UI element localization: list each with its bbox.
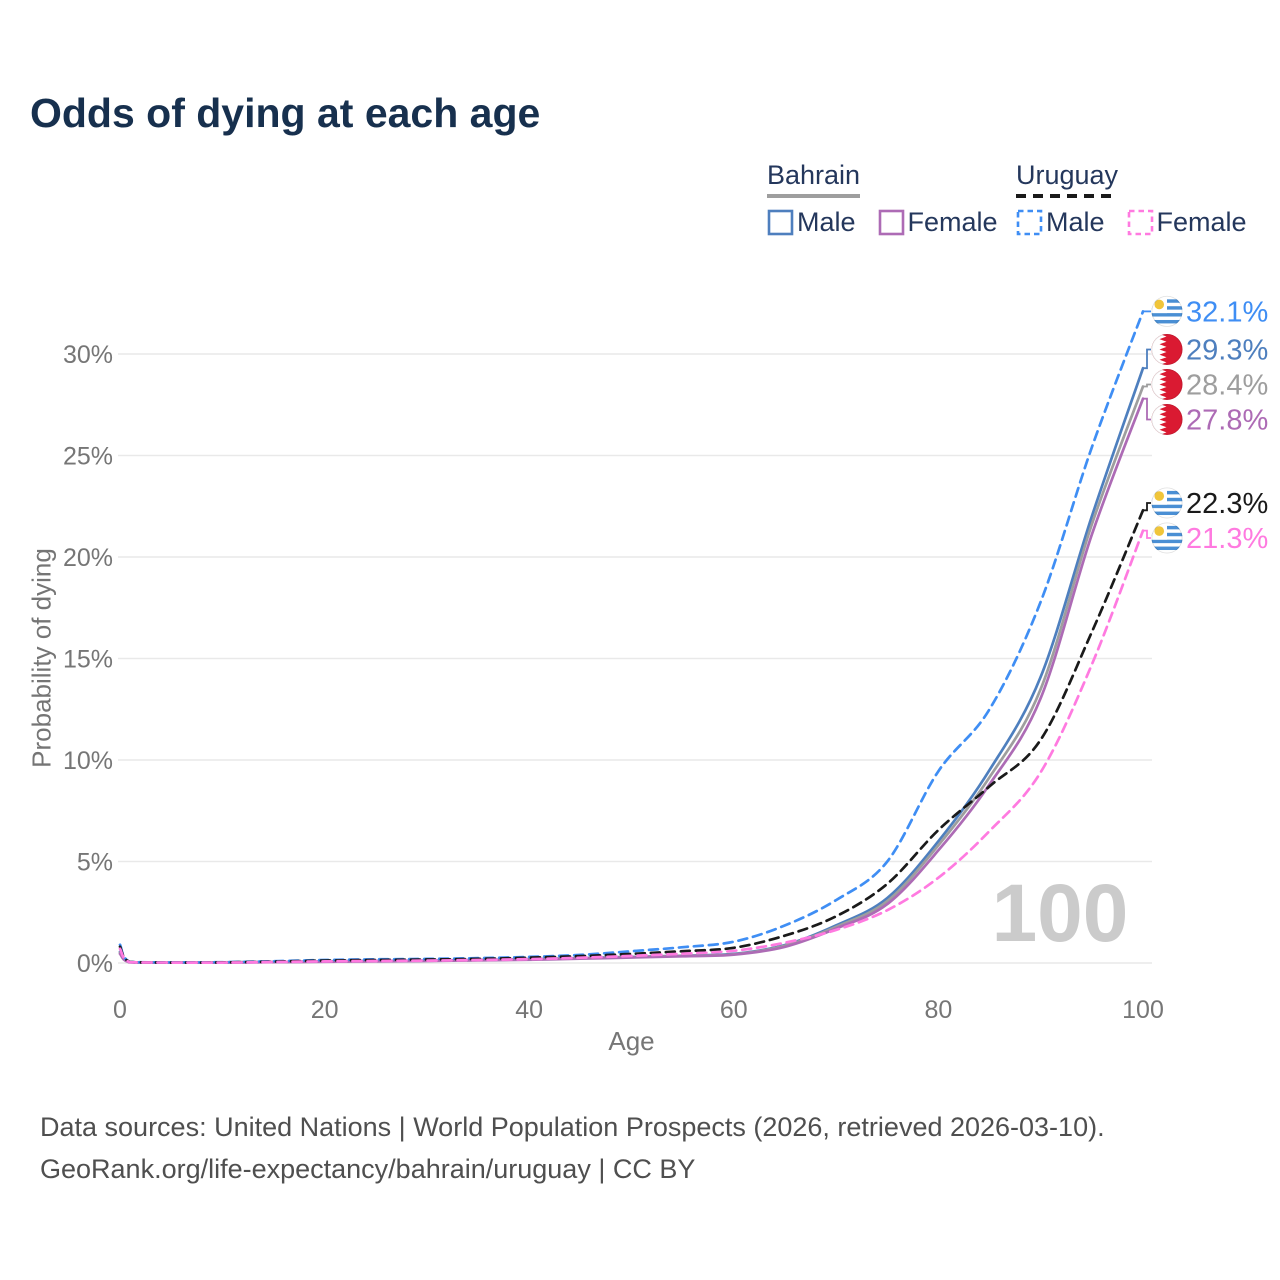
age-counter-watermark: 100	[992, 868, 1129, 959]
legend-country-label-bahrain: Bahrain	[767, 160, 861, 190]
uruguay-flag-icon	[1151, 487, 1183, 519]
uruguay-flag-icon	[1151, 295, 1183, 327]
end-label-leader	[1144, 502, 1151, 512]
line-uruguay-female	[118, 529, 1145, 964]
bahrain-female-swatch-icon	[878, 209, 904, 236]
legend-item-label: Male	[1046, 207, 1105, 237]
x-tick-label: 20	[311, 996, 339, 1024]
y-tick-label: 10%	[63, 747, 113, 775]
footer: Data sources: United Nations | World Pop…	[40, 1106, 1105, 1190]
end-label-uruguay-male: 32.1%	[1186, 296, 1268, 328]
y-tick-label: 15%	[63, 646, 113, 674]
end-label-bahrain-female: 27.8%	[1186, 404, 1268, 436]
y-tick-label: 25%	[63, 443, 113, 471]
y-axis-title: Probability of dying	[26, 548, 57, 768]
uruguay-flag-icon	[1151, 522, 1183, 554]
legend-country-label-uruguay: Uruguay	[1016, 160, 1119, 190]
legend-item-label: Female	[1156, 207, 1247, 237]
legend-country-bahrain[interactable]: Bahrain	[767, 160, 861, 198]
uruguay-male-swatch-icon	[1016, 209, 1043, 236]
y-tick-label: 20%	[63, 544, 113, 572]
page-title: Odds of dying at each age	[30, 90, 541, 136]
legend-item-uruguay-male[interactable]: Male	[1016, 207, 1105, 238]
x-tick-label: 0	[113, 996, 127, 1024]
uruguay-female-swatch-icon	[1127, 209, 1153, 236]
x-tick-label: 100	[1122, 996, 1164, 1024]
end-label-leader	[1144, 383, 1151, 388]
x-tick-label: 40	[515, 996, 543, 1024]
end-label-leader	[1144, 397, 1151, 421]
line-uruguay-total	[118, 508, 1145, 964]
bahrain-male-swatch-icon	[767, 209, 794, 236]
line-uruguay-male	[118, 310, 1145, 964]
y-tick-label: 0%	[77, 950, 113, 978]
y-tick-label: 5%	[77, 849, 113, 877]
bahrain-flag-icon	[1151, 403, 1183, 435]
legend-group-uruguay: Uruguay Male Female	[1016, 160, 1247, 238]
end-label-bahrain-male: 29.3%	[1186, 334, 1268, 366]
end-label-uruguay-total: 22.3%	[1186, 488, 1268, 520]
line-bahrain-total	[118, 385, 1145, 964]
legend-group-bahrain: Bahrain Male Female	[767, 160, 998, 238]
line-bahrain-female	[118, 397, 1145, 964]
end-label-leader	[1144, 348, 1151, 370]
legend-item-label: Male	[797, 207, 856, 237]
bahrain-flag-icon	[1151, 333, 1183, 365]
end-label-leader	[1144, 529, 1151, 539]
y-tick-label: 30%	[63, 341, 113, 369]
line-bahrain-male	[118, 366, 1145, 964]
legend-item-bahrain-female[interactable]: Female	[878, 207, 998, 238]
legend-item-uruguay-female[interactable]: Female	[1127, 207, 1247, 238]
end-label-uruguay-female: 21.3%	[1186, 523, 1268, 555]
uruguay-line-style-swatch	[1016, 194, 1119, 198]
data-sources-text: Data sources: United Nations | World Pop…	[40, 1112, 1105, 1142]
end-label-bahrain-total: 28.4%	[1186, 369, 1268, 401]
attribution-text: GeoRank.org/life-expectancy/bahrain/urug…	[40, 1154, 696, 1184]
legend-item-bahrain-male[interactable]: Male	[767, 207, 856, 238]
x-tick-label: 80	[924, 996, 952, 1024]
x-tick-label: 60	[720, 996, 748, 1024]
bahrain-line-style-swatch	[767, 194, 861, 198]
x-axis-title: Age	[608, 1026, 654, 1056]
legend-country-uruguay[interactable]: Uruguay	[1016, 160, 1119, 198]
bahrain-flag-icon	[1151, 368, 1183, 400]
legend-item-label: Female	[907, 207, 998, 237]
